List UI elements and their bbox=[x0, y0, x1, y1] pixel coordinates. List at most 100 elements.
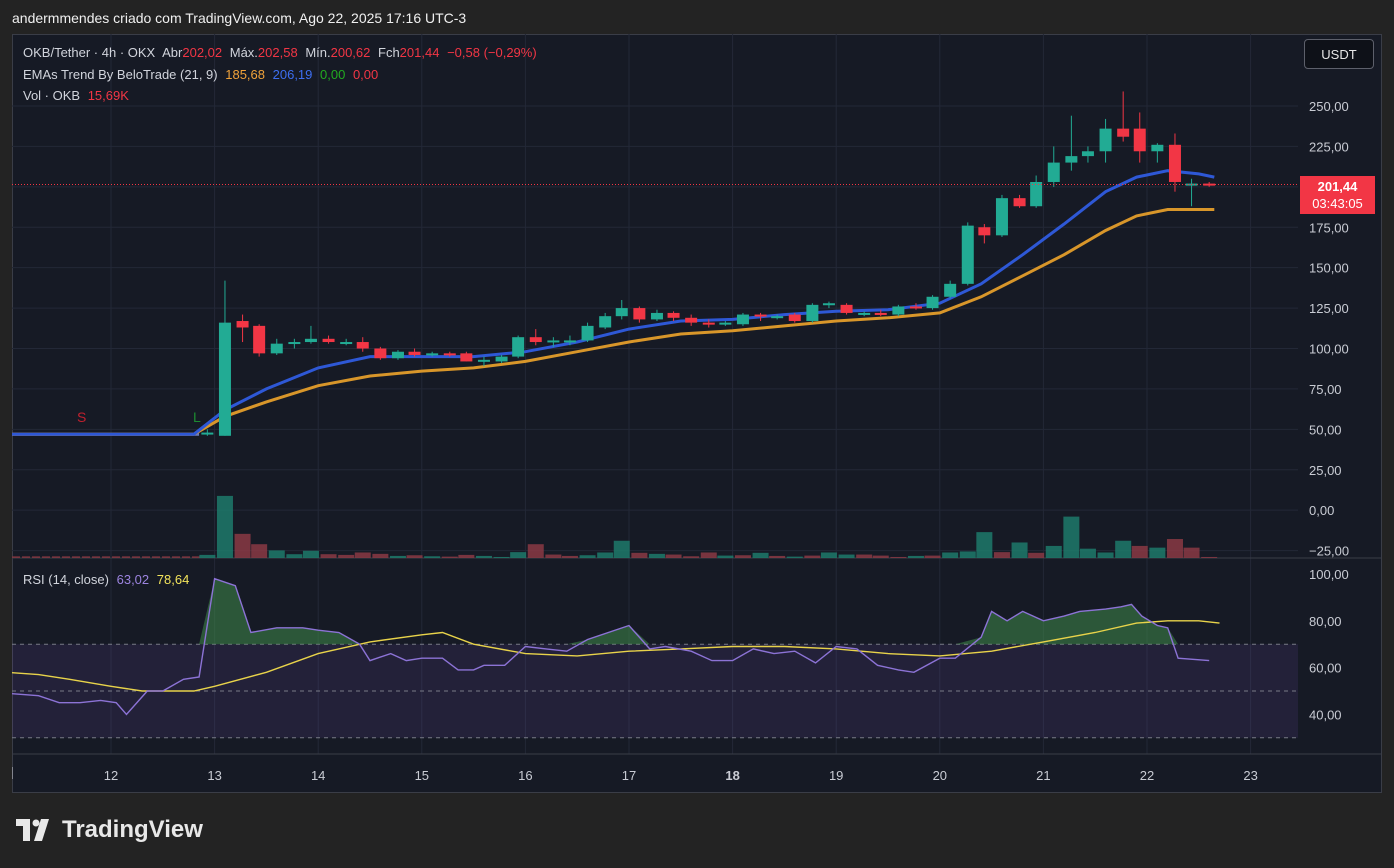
volume-bar bbox=[820, 552, 837, 558]
time-axis-label: 16 bbox=[518, 768, 532, 783]
volume-bar bbox=[268, 550, 285, 558]
last-price-value: 201,44 bbox=[1317, 179, 1358, 194]
volume-bar bbox=[389, 555, 406, 558]
tradingview-logo-icon bbox=[16, 819, 49, 841]
candle-body bbox=[1133, 128, 1146, 152]
candle-body bbox=[892, 306, 905, 315]
candle-body bbox=[1099, 128, 1112, 152]
tradingview-logo[interactable]: TradingView bbox=[16, 816, 203, 844]
volume-bar bbox=[216, 495, 233, 558]
time-axis-label: 15 bbox=[415, 768, 429, 783]
volume-bar bbox=[648, 553, 665, 558]
volume-bar bbox=[700, 552, 717, 558]
volume-bar bbox=[769, 555, 786, 558]
candle-body bbox=[1013, 198, 1026, 207]
candle-body bbox=[944, 283, 957, 297]
volume-bar bbox=[112, 556, 120, 558]
price-axis-label: 225,00 bbox=[1309, 139, 1349, 154]
volume-bar bbox=[320, 554, 337, 558]
time-axis-label: 20 bbox=[933, 768, 947, 783]
candle-body bbox=[995, 198, 1008, 236]
volume-bar bbox=[302, 550, 319, 558]
rsi-indicator-name[interactable]: RSI (14, close) bbox=[23, 572, 109, 587]
volume-bar bbox=[132, 556, 140, 558]
candle-body bbox=[1065, 156, 1078, 163]
volume-bar bbox=[717, 555, 734, 558]
time-axis-label: 18 bbox=[725, 768, 739, 783]
volume-bar bbox=[22, 556, 30, 558]
rsi-line bbox=[12, 577, 1210, 716]
candle-body bbox=[754, 314, 767, 317]
time-axis-label: 17 bbox=[622, 768, 636, 783]
volume-indicator-name[interactable]: Vol · OKB bbox=[23, 88, 81, 103]
volume-bar bbox=[1097, 552, 1114, 558]
ema-indicator-name[interactable]: EMAs Trend By BeloTrade (21, 9) bbox=[23, 67, 218, 82]
price-axis-label: 75,00 bbox=[1309, 382, 1342, 397]
time-axis-label: 12 bbox=[104, 768, 118, 783]
rsi-axis-label: 40,00 bbox=[1309, 707, 1342, 722]
ema-value-2: 206,19 bbox=[272, 67, 313, 82]
price-axis-label: 125,00 bbox=[1309, 301, 1349, 316]
candle-body bbox=[460, 353, 473, 362]
volume-bar bbox=[32, 556, 40, 558]
volume-bar bbox=[192, 556, 200, 558]
rsi-ma-line bbox=[12, 620, 1220, 692]
volume-bar bbox=[527, 544, 544, 558]
volume-bar bbox=[561, 555, 578, 558]
candle-body bbox=[253, 325, 266, 354]
candle-body bbox=[822, 303, 835, 306]
high-value: 202,58 bbox=[257, 45, 298, 60]
low-label: Mín. bbox=[305, 45, 331, 60]
volume-bar bbox=[665, 554, 682, 558]
volume-bar bbox=[613, 540, 630, 558]
chart-frame[interactable] bbox=[12, 34, 1382, 793]
candle-body bbox=[615, 308, 628, 317]
volume-bar bbox=[959, 551, 976, 558]
price-axis-label: 50,00 bbox=[1309, 422, 1342, 437]
volume-bar bbox=[976, 532, 993, 558]
volume-bar bbox=[993, 552, 1010, 558]
volume-bar bbox=[122, 556, 130, 558]
price-axis-label: 175,00 bbox=[1309, 220, 1349, 235]
candle-body bbox=[667, 312, 680, 318]
rsi-value: 63,02 bbox=[116, 572, 150, 587]
price-axis-label: −25,00 bbox=[1309, 544, 1349, 559]
volume-bar bbox=[1045, 545, 1062, 558]
volume-bar bbox=[424, 556, 441, 558]
bar-countdown: 03:43:05 bbox=[1312, 196, 1363, 211]
candle-body bbox=[961, 225, 974, 284]
rsi-axis-label: 60,00 bbox=[1309, 661, 1342, 676]
volume-bar bbox=[872, 555, 889, 558]
time-axis-label: 23 bbox=[1243, 768, 1257, 783]
candle-body bbox=[391, 351, 404, 359]
last-price-tag: 201,44 03:43:05 bbox=[1300, 176, 1375, 214]
candle-body bbox=[495, 356, 508, 362]
price-axis-label: 25,00 bbox=[1309, 463, 1342, 478]
volume-bar bbox=[804, 555, 821, 558]
candle-body bbox=[858, 312, 871, 315]
chart-canvas[interactable]: 250,00225,00200,00175,00150,00125,00100,… bbox=[12, 34, 1382, 793]
currency-button[interactable]: USDT bbox=[1304, 39, 1374, 69]
long-marker: L bbox=[193, 409, 201, 425]
candle-body bbox=[685, 317, 698, 323]
open-label: Abr bbox=[162, 45, 183, 60]
price-axis-label: 0,00 bbox=[1309, 503, 1334, 518]
price-axis-label: 250,00 bbox=[1309, 99, 1349, 114]
symbol-title[interactable]: OKB/Tether · 4h · OKX bbox=[23, 45, 156, 60]
volume-bar bbox=[1063, 516, 1080, 558]
time-axis-label: 13 bbox=[207, 768, 221, 783]
high-label: Máx. bbox=[229, 45, 258, 60]
volume-bar bbox=[1131, 545, 1148, 558]
close-value: 201,44 bbox=[399, 45, 440, 60]
low-value: 200,62 bbox=[330, 45, 371, 60]
candle-body bbox=[599, 316, 612, 328]
price-axis-label: 150,00 bbox=[1309, 261, 1349, 276]
volume-bar bbox=[406, 555, 423, 558]
candle-body bbox=[547, 340, 560, 343]
volume-bar bbox=[286, 554, 303, 558]
volume-bar bbox=[52, 556, 60, 558]
sell-marker: S bbox=[77, 409, 86, 425]
volume-bar bbox=[545, 554, 562, 558]
volume-bar bbox=[856, 554, 873, 558]
volume-bar bbox=[251, 544, 268, 558]
